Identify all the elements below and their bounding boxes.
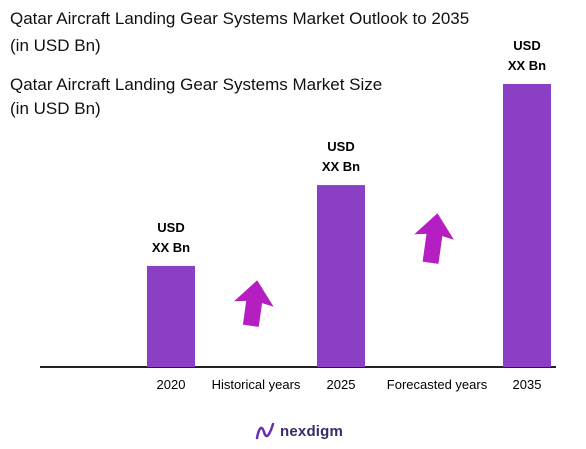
period-label-forecasted: Forecasted years [387, 377, 488, 392]
forecast-growth-arrow-icon [414, 213, 454, 264]
bar-2020 [147, 265, 195, 367]
data-label-2020-line1: USD [157, 220, 184, 235]
brand-logo: nexdigm [254, 421, 343, 441]
brand-name: nexdigm [280, 422, 344, 440]
data-label-2020-line2: XX Bn [152, 240, 190, 255]
data-label-2035-line2: XX Bn [508, 58, 546, 73]
chart-subtitle: Qatar Aircraft Landing Gear Systems Mark… [10, 75, 383, 94]
x-tick-2025: 2025 [327, 377, 356, 392]
chart-subtitle-unit: (in USD Bn) [10, 99, 101, 118]
data-label-2025-line2: XX Bn [322, 159, 360, 174]
x-tick-2035: 2035 [513, 377, 542, 392]
bar-2025 [317, 185, 365, 367]
period-label-historical: Historical years [212, 377, 301, 392]
bar-2035 [503, 84, 551, 367]
data-label-2035-line1: USD [513, 38, 540, 53]
chart-title-unit: (in USD Bn) [10, 36, 101, 55]
nexdigm-logo-icon [255, 422, 275, 440]
historical-growth-arrow-icon [234, 280, 274, 327]
x-tick-2020: 2020 [157, 377, 186, 392]
chart-title: Qatar Aircraft Landing Gear Systems Mark… [10, 9, 470, 28]
data-label-2025-line1: USD [327, 139, 354, 154]
